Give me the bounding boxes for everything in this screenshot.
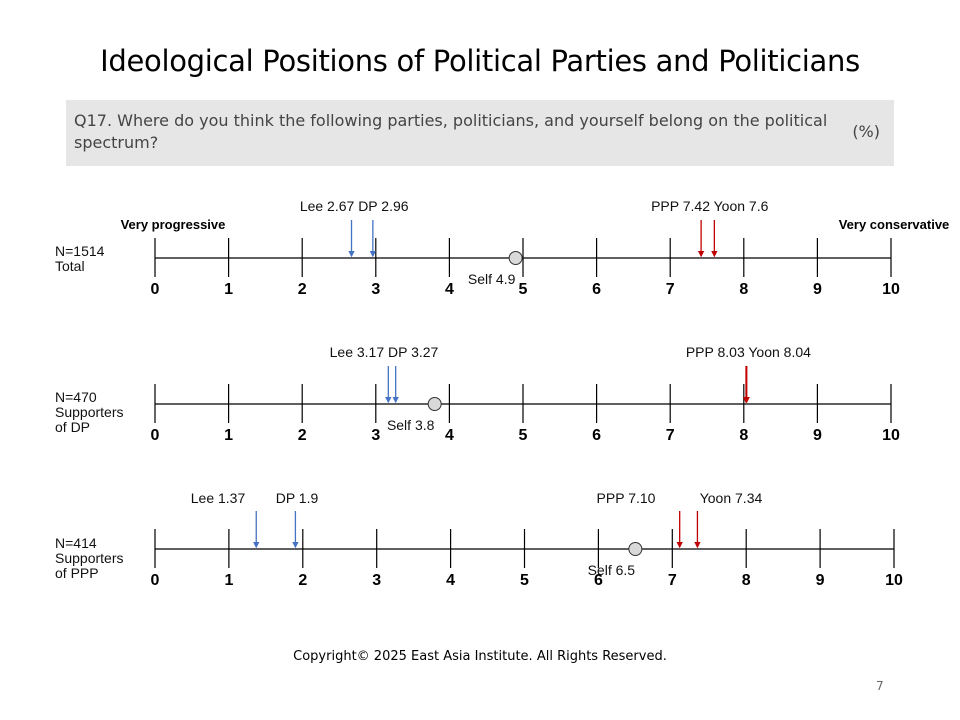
marker-label: PPP 7.10 xyxy=(597,490,656,506)
group-label-line: of PPP xyxy=(55,565,99,581)
tick-label: 8 xyxy=(742,572,751,589)
tick-label: 6 xyxy=(594,572,603,589)
marker-label: DP 1.9 xyxy=(276,490,319,506)
self-marker xyxy=(508,251,523,265)
tick-label: 4 xyxy=(445,281,454,298)
page-number: 7 xyxy=(876,679,884,693)
tick-label: 2 xyxy=(298,572,307,589)
end-label-progressive: Very progressive xyxy=(121,217,226,232)
tick-label: 10 xyxy=(882,281,900,298)
copyright-footer: Copyright© 2025 East Asia Institute. All… xyxy=(293,649,667,664)
tick-label: 0 xyxy=(151,572,160,589)
tick-label: 3 xyxy=(371,281,380,298)
marker-label-progressive: Lee 2.67 DP 2.96 xyxy=(300,198,409,214)
tick-label: 3 xyxy=(372,572,381,589)
end-label-conservative: Very conservative xyxy=(839,217,950,232)
tick-label: 0 xyxy=(151,427,160,444)
tick-label: 2 xyxy=(298,281,307,298)
group-label-line: Supporters xyxy=(55,404,123,420)
tick-label: 9 xyxy=(813,281,822,298)
tick-label: 6 xyxy=(592,427,601,444)
tick-label: 9 xyxy=(816,572,825,589)
tick-label: 5 xyxy=(519,281,528,298)
marker-label-progressive: Lee 3.17 DP 3.27 xyxy=(330,344,439,360)
tick-label: 1 xyxy=(224,427,233,444)
tick-label: 10 xyxy=(885,572,903,589)
marker-label: Yoon 7.34 xyxy=(700,490,763,506)
tick-label: 1 xyxy=(224,572,233,589)
tick-label: 9 xyxy=(813,427,822,444)
tick-label: 5 xyxy=(520,572,529,589)
group-label-line: Supporters xyxy=(55,550,123,566)
tick-label: 10 xyxy=(882,427,900,444)
tick-label: 0 xyxy=(151,281,160,298)
group-label-line: N=414 xyxy=(55,535,97,551)
question-text: Q17. Where do you think the following pa… xyxy=(74,111,828,152)
tick-label: 8 xyxy=(739,427,748,444)
tick-label: 4 xyxy=(446,572,455,589)
question-unit: (%) xyxy=(852,122,880,141)
group-label-line: of DP xyxy=(55,419,90,435)
group-label-line: N=470 xyxy=(55,389,97,405)
tick-label: 6 xyxy=(592,281,601,298)
tick-label: 5 xyxy=(519,427,528,444)
group-label-line: N=1514 xyxy=(55,243,105,259)
marker-label-conservative: PPP 7.42 Yoon 7.6 xyxy=(651,198,769,214)
tick-label: 7 xyxy=(668,572,677,589)
group-label-line: Total xyxy=(55,258,85,274)
self-marker xyxy=(628,542,643,556)
self-label: Self 3.8 xyxy=(387,417,435,433)
tick-label: 3 xyxy=(371,427,380,444)
tick-label: 7 xyxy=(666,427,675,444)
tick-label: 2 xyxy=(298,427,307,444)
tick-label: 1 xyxy=(224,281,233,298)
self-label: Self 6.5 xyxy=(588,562,636,578)
self-marker xyxy=(427,397,442,411)
question-box: Q17. Where do you think the following pa… xyxy=(66,100,894,166)
tick-label: 7 xyxy=(666,281,675,298)
page-title: Ideological Positions of Political Parti… xyxy=(100,44,860,78)
marker-label: Lee 1.37 xyxy=(191,490,246,506)
tick-label: 8 xyxy=(739,281,748,298)
marker-label-conservative: PPP 8.03 Yoon 8.04 xyxy=(686,344,811,360)
self-label: Self 4.9 xyxy=(468,271,516,287)
tick-label: 4 xyxy=(445,427,454,444)
